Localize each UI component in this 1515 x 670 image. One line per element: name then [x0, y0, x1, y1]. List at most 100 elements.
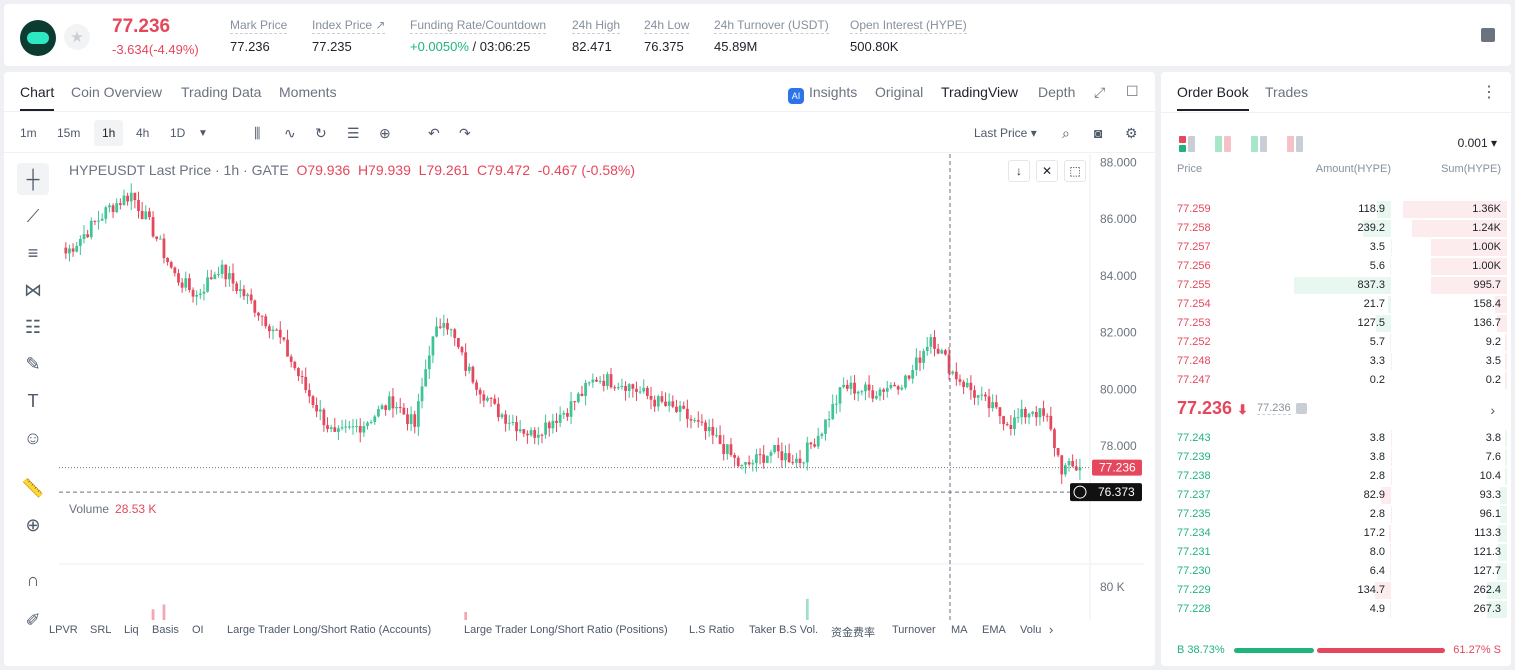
- view-depth-icon[interactable]: [1287, 136, 1303, 152]
- maximize-pane-icon[interactable]: ⬚: [1064, 160, 1086, 182]
- bid-row[interactable]: 77.239 3.8 7.6: [1161, 448, 1511, 467]
- indicator-ls-ratio[interactable]: L.S Ratio: [689, 624, 735, 636]
- tab-coin-overview[interactable]: Coin Overview: [71, 84, 163, 100]
- trend-line-icon[interactable]: ⟋: [26, 205, 40, 226]
- candle: [449, 329, 453, 331]
- add-alert-icon[interactable]: ⊕: [379, 125, 391, 141]
- timeframe-15m[interactable]: 15m: [57, 126, 81, 140]
- scroll-down-icon[interactable]: ↓: [1008, 160, 1030, 182]
- indicator-turnover[interactable]: Turnover: [892, 624, 936, 636]
- view-original[interactable]: Original: [875, 84, 924, 100]
- bid-row[interactable]: 77.231 8.0 121.3: [1161, 543, 1511, 562]
- templates-icon[interactable]: ☰: [347, 125, 360, 141]
- bid-row[interactable]: 77.230 6.4 127.7: [1161, 562, 1511, 581]
- tab-order-book[interactable]: Order Book: [1177, 84, 1249, 111]
- order-sum: 10.4: [1479, 470, 1501, 482]
- ask-row[interactable]: 77.247 0.2 0.2: [1161, 371, 1511, 390]
- fullscreen-icon[interactable]: ☐: [1126, 83, 1139, 99]
- timeframe-1h[interactable]: 1h: [94, 120, 124, 146]
- indicator-large-trader-accounts[interactable]: Large Trader Long/Short Ratio (Accounts): [227, 624, 432, 636]
- view-tradingview[interactable]: TradingView: [941, 84, 1019, 100]
- tab-trades[interactable]: Trades: [1265, 84, 1309, 100]
- expand-icon[interactable]: ⤢: [1094, 84, 1106, 100]
- magnet-icon[interactable]: ∩: [26, 569, 40, 590]
- indicator-lpvr[interactable]: LPVR: [49, 624, 78, 636]
- candle-type-icon[interactable]: ⫼: [254, 125, 261, 141]
- ask-row[interactable]: 77.252 5.7 9.2: [1161, 333, 1511, 352]
- indicator-srl[interactable]: SRL: [90, 624, 112, 636]
- ask-row[interactable]: 77.255 837.3 995.7: [1161, 276, 1511, 295]
- bid-row[interactable]: 77.237 82.9 93.3: [1161, 486, 1511, 505]
- tab-chart[interactable]: Chart: [20, 84, 55, 111]
- bid-row[interactable]: 77.243 3.8 3.8: [1161, 429, 1511, 448]
- undo-icon[interactable]: ↶: [428, 125, 440, 141]
- precision-select[interactable]: 0.001 ▾: [1457, 136, 1497, 150]
- collapse-icon[interactable]: ✕: [1036, 160, 1058, 182]
- indicator-taker-bs-vol[interactable]: Taker B.S Vol.: [749, 624, 819, 636]
- ask-row[interactable]: 77.257 3.5 1.00K: [1161, 238, 1511, 257]
- redo-icon[interactable]: ↷: [459, 125, 471, 141]
- candle: [856, 391, 860, 394]
- indicator-oi[interactable]: OI: [192, 624, 204, 636]
- price-tick-label: 88.000: [1100, 156, 1137, 170]
- bid-row[interactable]: 77.229 134.7 262.4: [1161, 581, 1511, 600]
- emoji-icon[interactable]: ☺: [23, 427, 43, 448]
- timeframe-4h[interactable]: 4h: [136, 126, 150, 140]
- ask-row[interactable]: 77.248 3.3 3.5: [1161, 352, 1511, 371]
- ruler-icon[interactable]: 📏: [21, 477, 45, 498]
- indicator-liq[interactable]: Liq: [124, 624, 139, 636]
- price-source-select[interactable]: Last Price ▾: [974, 126, 1037, 140]
- zoom-in-icon[interactable]: ⊕: [25, 514, 41, 535]
- candle: [893, 384, 896, 387]
- bid-row[interactable]: 77.235 2.8 96.1: [1161, 505, 1511, 524]
- view-both-icon[interactable]: [1179, 136, 1195, 152]
- bid-row[interactable]: 77.228 4.9 267.3: [1161, 600, 1511, 619]
- bid-row[interactable]: 77.234 17.2 113.3: [1161, 524, 1511, 543]
- timeframe-1m[interactable]: 1m: [20, 126, 37, 140]
- settings-gear-icon[interactable]: ⚙: [1125, 125, 1138, 141]
- view-bids-icon[interactable]: [1215, 136, 1231, 152]
- horizontal-lines-icon[interactable]: ≡: [27, 242, 39, 263]
- ask-row[interactable]: 77.258 239.2 1.24K: [1161, 219, 1511, 238]
- brush-icon[interactable]: ✎: [25, 353, 41, 374]
- indicator-large-trader-positions[interactable]: Large Trader Long/Short Ratio (Positions…: [464, 624, 668, 636]
- replay-icon[interactable]: ↻: [315, 125, 327, 141]
- scroll-right-icon[interactable]: ›: [1049, 622, 1054, 637]
- indicator-volume[interactable]: Volu: [1020, 624, 1042, 636]
- view-asks-icon[interactable]: [1251, 136, 1267, 152]
- ask-row[interactable]: 77.256 5.6 1.00K: [1161, 257, 1511, 276]
- text-tool-icon[interactable]: T: [27, 390, 39, 411]
- indicator-funding-rate[interactable]: 资金费率: [831, 627, 875, 639]
- lock-drawing-icon[interactable]: ✐: [25, 609, 41, 630]
- candlestick-chart[interactable]: 88.000 86.000 84.000 82.000 80.000 78.000 80 K…: [59, 154, 1144, 620]
- ask-row[interactable]: 77.253 127.5 136.7: [1161, 314, 1511, 333]
- more-options-icon[interactable]: ⋮: [1481, 84, 1497, 101]
- bid-row[interactable]: 77.238 2.8 10.4: [1161, 467, 1511, 486]
- indicator-ema[interactable]: EMA: [982, 624, 1006, 636]
- camera-icon[interactable]: ◙: [1094, 125, 1103, 141]
- indicators-icon[interactable]: ∿: [284, 125, 296, 141]
- timeframe-1d[interactable]: 1D: [170, 126, 186, 140]
- view-depth[interactable]: Depth: [1038, 84, 1076, 100]
- candle: [424, 369, 428, 387]
- guide-book-icon[interactable]: [1481, 28, 1495, 42]
- stat-index-price[interactable]: Index Price ↗ 77.235: [312, 18, 386, 54]
- indicator-basis[interactable]: Basis: [152, 624, 179, 636]
- ask-row[interactable]: 77.259 118.9 1.36K: [1161, 200, 1511, 219]
- pattern-icon[interactable]: ⋈: [24, 279, 42, 300]
- indicator-ma[interactable]: MA: [951, 624, 968, 636]
- candle: [297, 368, 300, 377]
- search-icon[interactable]: ⌕: [1062, 125, 1070, 141]
- timeframe-dropdown-icon[interactable]: ▼: [198, 128, 208, 139]
- favorite-star-icon[interactable]: ★: [64, 24, 90, 50]
- expand-chevron-icon[interactable]: ›: [1490, 402, 1495, 418]
- ask-row[interactable]: 77.254 21.7 158.4: [1161, 295, 1511, 314]
- tab-moments[interactable]: Moments: [279, 84, 337, 100]
- sum-depth-bar: [1505, 430, 1507, 447]
- fib-icon[interactable]: ☷: [24, 316, 42, 337]
- crosshair-icon[interactable]: ┼: [17, 163, 49, 195]
- tab-trading-data[interactable]: Trading Data: [181, 84, 262, 100]
- view-insights[interactable]: AI Insights: [788, 84, 857, 104]
- candle: [1042, 408, 1045, 416]
- candle: [536, 434, 540, 438]
